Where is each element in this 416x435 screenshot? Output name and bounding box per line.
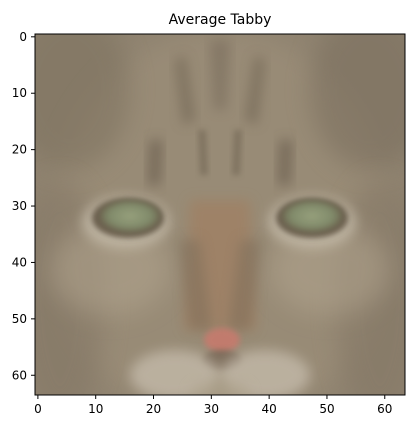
y-tick-label: 30: [12, 199, 27, 213]
x-tick-label: 40: [262, 402, 277, 416]
x-tick-label: 10: [88, 402, 103, 416]
chart-title: Average Tabby: [169, 12, 272, 28]
y-tick-label: 0: [19, 30, 27, 44]
y-axis: 0 10 20 30 40 50 60: [12, 30, 35, 382]
x-tick-label: 20: [146, 402, 161, 416]
x-tick-label: 0: [34, 402, 42, 416]
y-tick-label: 20: [12, 143, 27, 157]
x-tick-label: 60: [377, 402, 392, 416]
y-tick-label: 50: [12, 312, 27, 326]
y-tick-label: 40: [12, 255, 27, 269]
x-tick-label: 50: [319, 402, 334, 416]
y-tick-label: 10: [12, 86, 27, 100]
plot-frame: [34, 33, 406, 396]
plot-area: [35, 34, 405, 395]
y-tick-label: 60: [12, 368, 27, 382]
x-tick-label: 30: [204, 402, 219, 416]
x-axis: 0 10 20 30 40 50 60: [34, 395, 392, 416]
